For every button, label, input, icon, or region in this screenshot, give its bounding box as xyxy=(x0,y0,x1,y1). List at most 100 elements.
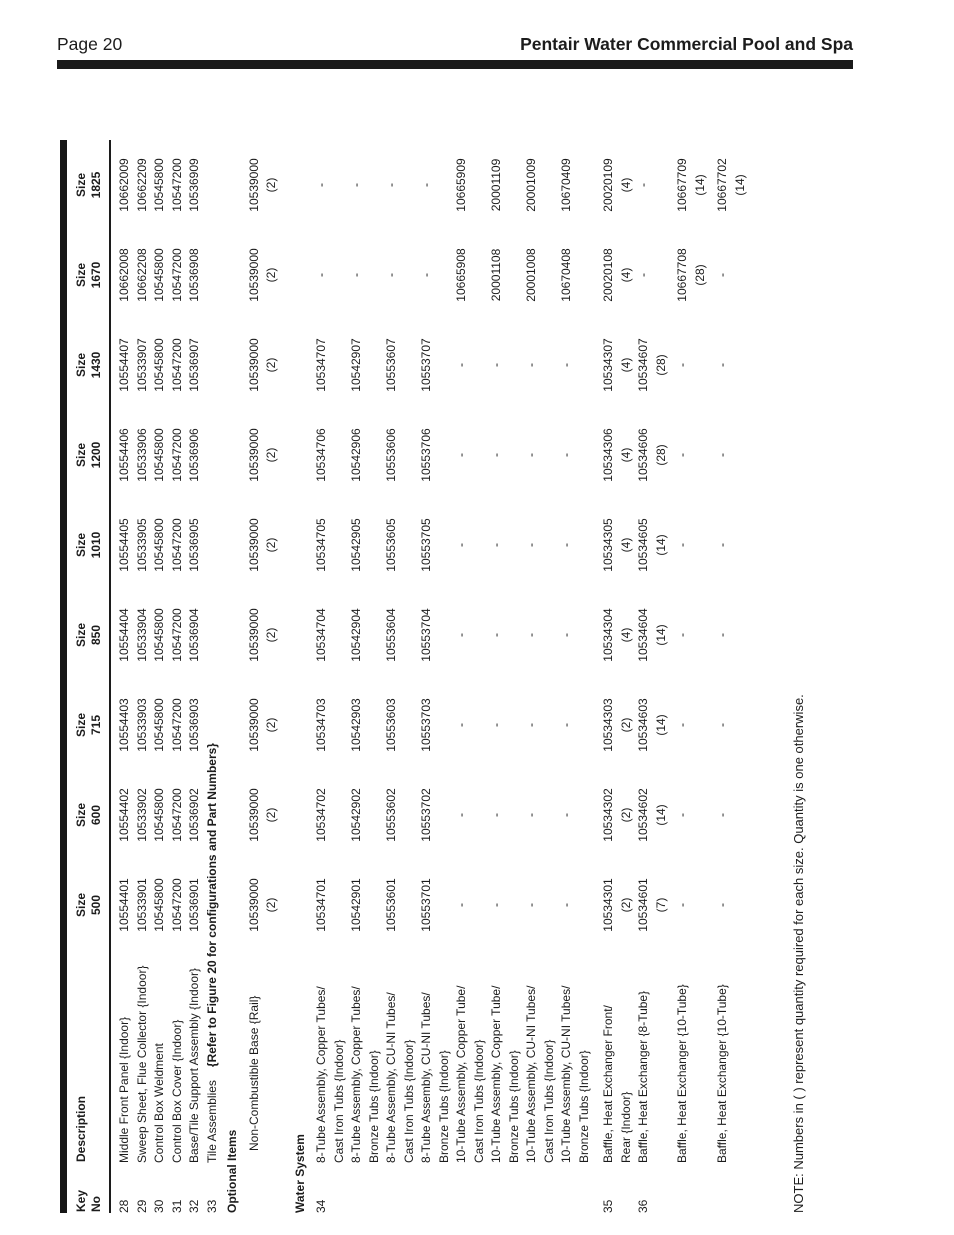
value-cell: 10534704 xyxy=(314,608,328,662)
value-cell: 10536903 xyxy=(187,698,201,752)
value-cell: 10536905 xyxy=(187,518,201,572)
value-cell: 10533901 xyxy=(134,878,149,932)
value-cell: 20001008 xyxy=(524,248,538,302)
key-cell: 28 xyxy=(117,1199,131,1213)
value-cell: 10536906 xyxy=(187,428,201,482)
value-cell: - xyxy=(559,813,573,817)
column-header: Description xyxy=(63,950,110,1163)
value-cell: - xyxy=(489,453,503,457)
value-cell: 10670408 xyxy=(559,248,573,302)
value-cell: 10547200 xyxy=(169,788,184,842)
description-cell: 8-Tube Assembly, CU-NI Tubes/Cast Iron T… xyxy=(384,992,416,1163)
value-cell: 10553703 xyxy=(419,698,433,752)
value-cell: 10533902 xyxy=(134,788,149,842)
table-row: 10-Tube Assembly, Copper Tube/Cast Iron … xyxy=(453,140,488,1213)
column-header: Size 1010 xyxy=(63,500,110,590)
value-cell: 10545800 xyxy=(152,248,166,302)
value-cell: 10554401 xyxy=(117,878,131,932)
header-rule xyxy=(57,60,853,69)
value-cell: 10539000 (2) xyxy=(246,788,279,842)
value-cell: 20020108 (4) xyxy=(601,248,633,302)
value-cell: - xyxy=(524,903,538,907)
value-cell: - xyxy=(559,453,573,457)
value-cell: 10536907 xyxy=(187,338,201,392)
column-header: Size 1670 xyxy=(63,230,110,320)
description-cell: 10-Tube Assembly, Copper Tube/Bronze Tub… xyxy=(489,985,521,1163)
value-cell: 20001108 xyxy=(489,248,503,302)
value-cell: 10553707 xyxy=(419,338,433,392)
value-cell: 10554407 xyxy=(117,338,131,392)
value-cell: 10542905 xyxy=(349,518,363,572)
table-row: 31 Control Box Cover {Indoor} 10547200 1054… xyxy=(169,140,187,1213)
value-cell: - xyxy=(559,633,573,637)
description-cell: Baffle, Heat Exchanger Front/Rear {Indoo… xyxy=(601,1005,633,1163)
value-cell: 10534307 (4) xyxy=(601,338,633,392)
table-row: 8-Tube Assembly, CU-NI Tubes/Bronze Tubs… xyxy=(418,140,453,1213)
table-note: NOTE: Numbers in ( ) represent quantity … xyxy=(791,694,806,1213)
value-cell: 20001109 xyxy=(489,158,503,212)
description-cell: 8-Tube Assembly, CU-NI Tubes/Bronze Tubs… xyxy=(419,992,451,1163)
value-cell: 10547200 xyxy=(169,518,184,572)
value-cell: 10665908 xyxy=(454,248,468,302)
value-cell: 10539000 (2) xyxy=(246,338,279,392)
value-cell: - xyxy=(559,903,573,907)
value-cell: 10534305 (4) xyxy=(601,518,633,572)
value-cell: 10545800 xyxy=(152,518,166,572)
table-row: 28 Middle Front Panel {Indoor} 10554401 105… xyxy=(110,140,134,1213)
section-label: Optional Items xyxy=(225,1129,239,1213)
table-row: 10-Tube Assembly, CU-NI Tubes/Cast Iron … xyxy=(523,140,558,1213)
table-row: 10-Tube Assembly, CU-NI Tubes/Bronze Tub… xyxy=(558,140,593,1213)
description-cell: Control Box Weldment xyxy=(152,1043,166,1163)
value-cell: 10534303 (2) xyxy=(601,698,633,752)
key-cell xyxy=(453,1163,488,1213)
value-cell: 10662009 xyxy=(117,158,131,212)
table-row: 8-Tube Assembly, Copper Tubes/Bronze Tub… xyxy=(348,140,383,1213)
value-cell: - xyxy=(559,363,573,367)
value-cell: 10534603 (14) xyxy=(636,698,668,752)
key-cell xyxy=(242,1163,281,1213)
value-cell: 10662008 xyxy=(117,248,131,302)
value-cell: 10545800 xyxy=(152,788,166,842)
value-cell: 10534601 (7) xyxy=(636,878,668,932)
value-cell: - xyxy=(524,723,538,727)
value-cell: 10539000 (2) xyxy=(246,158,279,212)
value-cell: 10554403 xyxy=(117,698,131,752)
value-cell: 10545800 xyxy=(152,878,166,932)
value-cell: 10536909 xyxy=(187,158,201,212)
description-cell: Sweep Sheet, Flue Collector {Indoor} xyxy=(134,965,149,1163)
value-cell: - xyxy=(524,453,538,457)
value-cell: - xyxy=(524,633,538,637)
value-cell: - xyxy=(454,633,468,637)
rotated-parts-table-container: Key No Description Size 500 Size 600 Size 715 Siz… xyxy=(60,127,820,1213)
value-cell: 10553702 xyxy=(419,788,433,842)
description-cell: Base/Tile Support Assembly {Indoor} xyxy=(187,968,201,1163)
table-row: Non-Combustible Base {Rail} 10539000 (2) 10… xyxy=(242,140,281,1213)
value-cell: 10662208 xyxy=(134,248,149,302)
value-cell: 10534304 (4) xyxy=(601,608,633,662)
doc-title: Pentair Water Commercial Pool and Spa xyxy=(520,34,853,54)
value-cell: 10533904 xyxy=(134,608,149,662)
key-cell: 31 xyxy=(169,1199,184,1213)
value-cell: 10547200 xyxy=(169,158,184,212)
description-cell: Baffle, Heat Exchanger {8-Tube} xyxy=(636,990,650,1163)
value-cell: 10542903 xyxy=(349,698,363,752)
description-text: Tile Assemblies xyxy=(204,1080,219,1163)
value-cell: 10534302 (2) xyxy=(601,788,633,842)
column-header: Size 500 xyxy=(63,860,110,950)
value-cell: - xyxy=(715,543,729,547)
value-cell: 10554406 xyxy=(117,428,131,482)
key-cell: 30 xyxy=(152,1199,166,1213)
value-cell: 10534605 (14) xyxy=(636,518,668,572)
value-cell: 10534702 xyxy=(314,788,328,842)
value-cell: - xyxy=(489,633,503,637)
description-cell: 10-Tube Assembly, CU-NI Tubes/Bronze Tub… xyxy=(559,985,591,1163)
value-cell: 20020109 (4) xyxy=(601,158,633,212)
table-row: 36 Baffle, Heat Exchanger {8-Tube} 1053460… xyxy=(635,140,670,1213)
column-header: Size 1200 xyxy=(63,410,110,500)
value-cell: 10547200 xyxy=(169,338,184,392)
value-cell: 10542907 xyxy=(349,338,363,392)
value-cell: 10553705 xyxy=(419,518,433,572)
table-row: 33 Tile Assemblies {Refer to Figure 20 for… xyxy=(204,140,222,1213)
section-row: Water System xyxy=(281,140,310,1213)
key-cell xyxy=(670,1163,709,1213)
